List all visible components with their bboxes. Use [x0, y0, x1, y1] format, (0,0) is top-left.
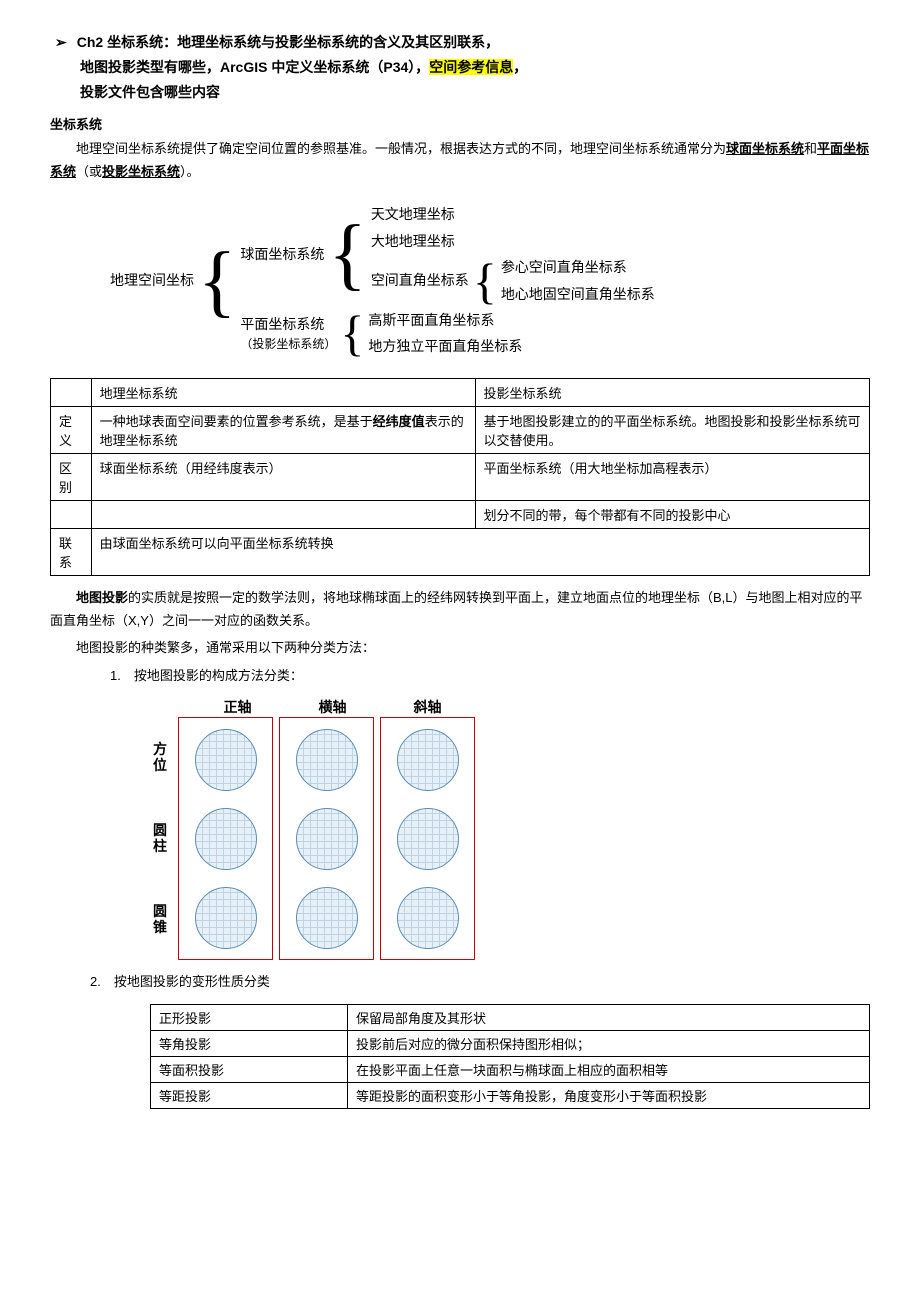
text: 一种地球表面空间要素的位置参考系统，是基于	[100, 414, 373, 429]
section-title: 坐标系统	[50, 114, 870, 133]
table-cell: 球面坐标系统（用经纬度表示）	[91, 453, 475, 500]
table-cell: 一种地球表面空间要素的位置参考系统，是基于经纬度值表示的地理坐标系统	[91, 406, 475, 453]
tree-node: 平面坐标系统	[240, 313, 336, 335]
comparison-table: 地理坐标系统投影坐标系统 定义 一种地球表面空间要素的位置参考系统，是基于经纬度…	[50, 378, 870, 576]
text: 的实质就是按照一定的数学法则，将地球椭球面上的经纬网转换到平面上，建立地面点位的…	[50, 590, 863, 628]
classification-table: 正形投影保留局部角度及其形状 等角投影投影前后对应的微分面积保持图形相似； 等面…	[150, 1004, 870, 1109]
underlined-text: 球面坐标系统	[726, 141, 804, 156]
table-cell: 正形投影	[151, 1004, 348, 1030]
heading-line2: 地图投影类型有哪些，ArcGIS 中定义坐标系统（P34），空间参考信息，	[80, 55, 870, 80]
paragraph-3: 地图投影的种类繁多，通常采用以下两种分类方法：	[50, 636, 870, 659]
bold-text: 地图投影	[76, 590, 128, 605]
table-cell: 划分不同的带，每个带都有不同的投影中心	[475, 500, 870, 528]
globe-icon	[195, 887, 257, 949]
table-cell: 等角投影	[151, 1030, 348, 1056]
list-item-1: 1. 按地图投影的构成方法分类：	[110, 664, 870, 687]
table-cell: 保留局部角度及其形状	[348, 1004, 870, 1030]
table-cell: 等距投影的面积变形小于等角投影，角度变形小于等面积投影	[348, 1082, 870, 1108]
grid-row-label: 圆柱	[150, 823, 170, 854]
heading-text: 地图投影类型有哪些，ArcGIS 中定义坐标系统（P34），	[80, 59, 429, 75]
globe-icon	[296, 887, 358, 949]
paragraph-2: 地图投影的实质就是按照一定的数学法则，将地球椭球面上的经纬网转换到平面上，建立地…	[50, 586, 870, 633]
table-cell: 在投影平面上任意一块面积与椭球面上相应的面积相等	[348, 1056, 870, 1082]
tree-root: 地理空间坐标	[110, 269, 194, 291]
table-cell: 定义	[51, 406, 92, 453]
tree-diagram: 地理空间坐标 { 球面坐标系统 { 天文地理坐标 大地地理坐标 空间直角坐标系 …	[110, 203, 870, 357]
table-header: 地理坐标系统	[91, 378, 475, 406]
grid-row-label: 圆锥	[150, 904, 170, 935]
text: ）。	[180, 164, 200, 179]
grid-col	[380, 717, 475, 960]
tree-note: （投影坐标系统）	[240, 335, 336, 354]
table-cell: 平面坐标系统（用大地坐标加高程表示）	[475, 453, 870, 500]
table-cell: 基于地图投影建立的的平面坐标系统。地图投影和投影坐标系统可以交替使用。	[475, 406, 870, 453]
heading-text: ，	[513, 59, 527, 75]
globe-icon	[397, 808, 459, 870]
highlighted-text: 空间参考信息	[429, 59, 513, 75]
globe-icon	[195, 729, 257, 791]
bold-text: 经纬度值	[373, 414, 425, 429]
tree-node: 球面坐标系统	[240, 243, 324, 265]
globe-icon	[397, 729, 459, 791]
heading-line3: 投影文件包含哪些内容	[80, 80, 870, 105]
grid-col-header: 斜轴	[380, 697, 475, 717]
tree-leaf: 地心地固空间直角坐标系	[501, 283, 655, 305]
text: （或	[76, 164, 102, 179]
grid-col	[178, 717, 273, 960]
text: 和	[804, 141, 817, 156]
globe-icon	[195, 808, 257, 870]
globe-icon	[296, 729, 358, 791]
tree-leaf: 地方独立平面直角坐标系	[368, 335, 522, 357]
paragraph-1: 地理空间坐标系统提供了确定空间位置的参照基准。一般情况，根据表达方式的不同，地理…	[50, 137, 870, 184]
projection-grid: 正轴 横轴 斜轴 方位 圆柱 圆锥	[150, 697, 870, 960]
tree-leaf: 参心空间直角坐标系	[501, 256, 655, 278]
grid-col-header: 正轴	[190, 697, 285, 717]
globe-icon	[296, 808, 358, 870]
tree-node: 空间直角坐标系	[371, 269, 469, 291]
grid-row-label: 方位	[150, 742, 170, 773]
grid-col	[279, 717, 374, 960]
table-cell: 区别	[51, 453, 92, 500]
underlined-text: 投影坐标系统	[102, 164, 180, 179]
grid-col-header: 横轴	[285, 697, 380, 717]
table-cell: 由球面坐标系统可以向平面坐标系统转换	[91, 528, 869, 575]
table-cell: 等面积投影	[151, 1056, 348, 1082]
list-item-2: 2. 按地图投影的变形性质分类	[90, 970, 870, 993]
tree-leaf: 天文地理坐标	[371, 203, 655, 225]
table-cell: 等距投影	[151, 1082, 348, 1108]
globe-icon	[397, 887, 459, 949]
text: 地理空间坐标系统提供了确定空间位置的参照基准。一般情况，根据表达方式的不同，地理…	[76, 141, 726, 156]
tree-leaf: 高斯平面直角坐标系	[368, 309, 522, 331]
table-header: 投影坐标系统	[475, 378, 870, 406]
tree-leaf: 大地地理坐标	[371, 230, 655, 252]
table-cell: 投影前后对应的微分面积保持图形相似；	[348, 1030, 870, 1056]
table-cell: 联系	[51, 528, 92, 575]
heading-line1: Ch2 坐标系统：地理坐标系统与投影坐标系统的含义及其区别联系，	[80, 30, 870, 55]
